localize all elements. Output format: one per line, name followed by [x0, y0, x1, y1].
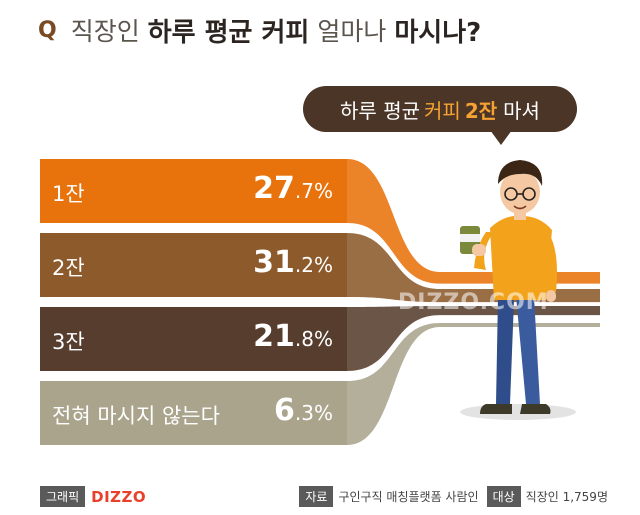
person-smile	[513, 205, 527, 210]
title-part-3: 얼마나	[317, 17, 387, 46]
person-head	[500, 170, 540, 214]
bubble-highlight-word: 커피	[424, 98, 461, 123]
bar-value-1: 27.7%	[213, 171, 333, 206]
ribbon-3	[347, 306, 600, 371]
person-shoe-left	[480, 404, 512, 414]
bar-label-1: 1잔	[52, 182, 85, 206]
bar-value-dec-4: .3%	[294, 401, 333, 425]
ribbon-2	[347, 233, 600, 303]
person-shirt	[490, 215, 552, 300]
person-shadow	[460, 404, 576, 420]
coffee-cup-sleeve	[460, 234, 480, 242]
person-hair	[498, 160, 543, 186]
source-tag: 자료	[299, 486, 334, 507]
title-part-1: 직장인	[70, 17, 140, 46]
bar-3	[40, 307, 347, 371]
bar-label-2: 2잔	[52, 256, 85, 280]
bar-group	[40, 159, 347, 445]
bar-label-4: 전혀 마시지 않는다	[52, 404, 220, 428]
title-part-4: 마시나?	[394, 17, 482, 48]
watermark: DIZZO.COM	[398, 290, 549, 315]
brand-logo: DIZZO	[91, 487, 147, 506]
bar-value-2: 31.2%	[213, 245, 333, 280]
bar-value-3: 21.8%	[213, 319, 333, 354]
bar-value-4: 6.3%	[213, 393, 333, 428]
person-shoe-right	[520, 404, 551, 414]
title-part-2: 하루 평균 커피	[147, 17, 310, 48]
bar-value-dec-3: .8%	[294, 327, 333, 351]
target-tag: 대상	[486, 486, 521, 507]
target-text: 직장인 1,759명	[525, 490, 608, 504]
bar-2	[40, 233, 347, 297]
speech-bubble: 하루 평균 커피 2잔 마셔	[303, 86, 577, 132]
person-leg-left	[496, 296, 514, 404]
bar-value-int-4: 6	[274, 393, 295, 428]
bar-value-int-1: 27	[253, 171, 295, 206]
person-illustration	[460, 160, 576, 420]
person-hand-right	[546, 290, 556, 302]
source-text: 구인구직 매칭플랫폼 사람인	[338, 490, 479, 504]
bubble-text-after: 마셔	[503, 98, 540, 123]
bar-value-int-2: 31	[253, 245, 295, 280]
person-arm-right	[542, 232, 557, 292]
question-icon: Q	[38, 17, 57, 43]
bubble-highlight-number: 2잔	[464, 98, 498, 123]
ribbon-group	[347, 159, 600, 445]
person-hand-left	[472, 244, 486, 256]
bubble-text-before: 하루 평균	[340, 98, 420, 123]
footer-source: 자료 구인구직 매칭플랫폼 사람인 대상 직장인 1,759명	[299, 486, 616, 507]
speech-bubble-tail	[490, 130, 512, 145]
bar-value-dec-2: .2%	[294, 253, 333, 277]
bar-4	[40, 381, 347, 445]
footer-credit: 그래픽 DIZZO	[40, 486, 146, 507]
bar-1	[40, 159, 347, 223]
bar-value-dec-1: .7%	[294, 179, 333, 203]
bar-value-int-3: 21	[253, 319, 295, 354]
bar-label-3: 3잔	[52, 330, 85, 354]
graphic-tag: 그래픽	[40, 486, 86, 507]
person-leg-right	[516, 296, 540, 404]
page-title: Q 직장인 하루 평균 커피 얼마나 마시나?	[38, 6, 481, 54]
